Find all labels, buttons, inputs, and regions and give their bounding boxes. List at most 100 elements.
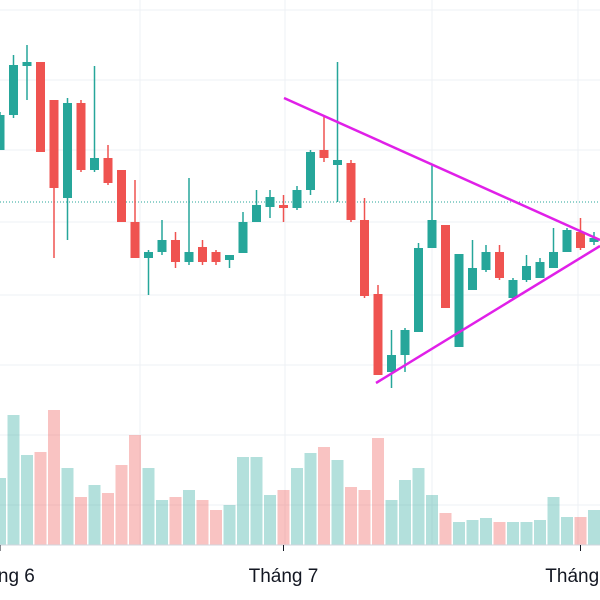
- volume-bar: [21, 455, 33, 545]
- volume-bar: [237, 457, 249, 545]
- candle-body: [549, 252, 558, 268]
- volume-bar: [574, 517, 587, 545]
- volume-bar: [520, 522, 533, 545]
- candle-body: [360, 220, 369, 296]
- candle-body: [495, 252, 504, 278]
- volume-bar: [507, 522, 519, 545]
- volume-bar: [345, 487, 357, 545]
- volume-bar: [88, 485, 101, 545]
- candle-body: [522, 266, 531, 280]
- volume-bar: [358, 490, 371, 545]
- candle-body: [36, 62, 45, 152]
- candle-body: [306, 152, 315, 190]
- volume-layer: [0, 410, 600, 545]
- candle-body: [576, 232, 585, 248]
- volume-bar: [385, 500, 398, 545]
- candle-body: [562, 230, 572, 252]
- volume-bar: [466, 520, 479, 545]
- candle-body: [333, 160, 342, 165]
- x-tick-label: Tháng T: [545, 566, 600, 587]
- candle-body: [427, 220, 437, 248]
- volume-bar: [426, 495, 438, 545]
- candle-body: [441, 225, 450, 308]
- candle-body: [400, 330, 410, 355]
- candle-body: [468, 268, 477, 290]
- volume-bar: [399, 480, 411, 545]
- volume-bar: [304, 453, 317, 545]
- candle-body: [90, 158, 99, 170]
- candle-body: [319, 150, 329, 158]
- candle-body: [198, 247, 207, 262]
- volume-bar: [102, 493, 114, 545]
- candle-body: [49, 100, 59, 188]
- candle-body: [144, 252, 153, 258]
- candle-body: [454, 254, 464, 347]
- volume-bar: [142, 468, 155, 545]
- candle-body: [414, 248, 423, 332]
- volume-bar: [588, 510, 600, 545]
- volume-bar: [547, 497, 560, 545]
- candle-body: [238, 222, 248, 253]
- volume-bar: [196, 500, 209, 545]
- volume-bar: [250, 457, 263, 545]
- candle-body: [373, 294, 383, 375]
- candle-body: [346, 163, 356, 220]
- candle-body: [130, 222, 140, 258]
- trend-line: [375, 244, 600, 385]
- candle-layer: [0, 45, 599, 388]
- x-tick-label: Tháng 7: [249, 566, 319, 587]
- volume-bar: [183, 490, 195, 545]
- candle-body: [22, 62, 32, 66]
- candle-body: [157, 240, 167, 252]
- candle-body: [279, 205, 288, 208]
- grid: [0, 0, 600, 545]
- volume-bar: [48, 410, 60, 545]
- volume-bar: [210, 510, 222, 545]
- candle-body: [171, 240, 180, 262]
- candle-body: [117, 170, 126, 222]
- candle-body: [387, 355, 396, 372]
- volume-bar: [439, 513, 452, 545]
- volume-bar: [412, 468, 425, 545]
- candle-body: [481, 252, 491, 270]
- volume-bar: [169, 497, 182, 545]
- volume-bar: [561, 517, 573, 545]
- volume-bar: [129, 435, 141, 545]
- volume-bar: [0, 478, 6, 545]
- volume-bar: [277, 490, 290, 545]
- candle-body: [9, 65, 18, 115]
- volume-bar: [493, 522, 506, 545]
- candle-body: [211, 252, 221, 262]
- candle-body: [292, 190, 302, 208]
- volume-bar: [34, 452, 47, 545]
- volume-bar: [264, 495, 276, 545]
- volume-bar: [291, 468, 303, 545]
- candle-body: [76, 103, 86, 170]
- candle-body: [589, 238, 599, 242]
- candle-body: [535, 262, 545, 278]
- volume-bar: [223, 505, 236, 545]
- volume-bar: [115, 465, 128, 545]
- candle-body: [508, 280, 518, 298]
- candle-body: [225, 255, 234, 260]
- volume-bar: [75, 497, 87, 545]
- volume-bar: [331, 460, 344, 545]
- volume-bar: [7, 415, 20, 545]
- x-axis-labels: Tháng 6 Tháng 7 Tháng T: [0, 545, 600, 587]
- x-tick-label: Tháng 6: [0, 566, 35, 587]
- candle-body: [252, 205, 261, 222]
- candle-body: [0, 115, 5, 150]
- candle-body: [265, 197, 275, 207]
- volume-bar: [534, 520, 546, 545]
- trend-line: [283, 96, 600, 242]
- volume-bar: [453, 522, 465, 545]
- volume-bar: [156, 500, 168, 545]
- volume-bar: [318, 447, 330, 545]
- volume-bar: [372, 438, 384, 545]
- volume-bar: [480, 518, 492, 545]
- candle-body: [63, 103, 72, 198]
- candle-body: [184, 252, 194, 262]
- volume-bar: [61, 468, 74, 545]
